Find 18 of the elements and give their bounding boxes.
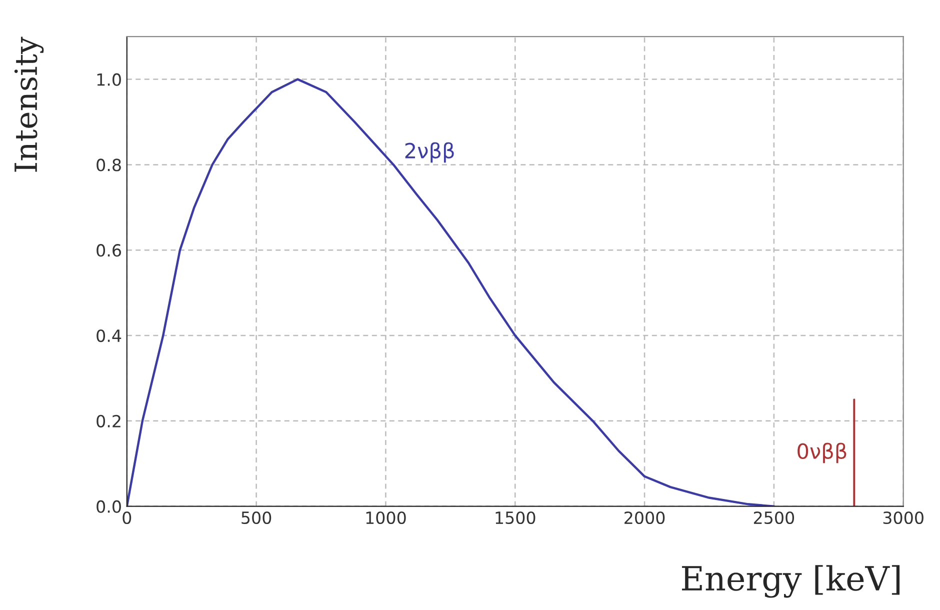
y-tick-label: 0.6 bbox=[96, 244, 121, 257]
y-tick-label: 0.2 bbox=[96, 414, 120, 428]
series-label: 0νββ bbox=[798, 442, 846, 464]
x-tick-label: 2000 bbox=[624, 511, 665, 524]
y-tick-label: 0.8 bbox=[96, 158, 121, 172]
line-series bbox=[126, 78, 776, 506]
x-tick-label: 2500 bbox=[754, 511, 794, 524]
y-axis-title: Intensity bbox=[14, 36, 44, 172]
x-tick-label: 500 bbox=[242, 511, 272, 524]
y-tick-label: 0.0 bbox=[96, 500, 121, 513]
x-axis-title: Energy [keV] bbox=[682, 565, 900, 598]
y-tick-label: 1.0 bbox=[97, 73, 121, 86]
x-tick-label: 1500 bbox=[496, 511, 536, 524]
x-tick-label: 0 bbox=[122, 511, 132, 524]
x-tick-label: 3000 bbox=[883, 511, 924, 524]
series-label: 2νββ bbox=[405, 142, 454, 163]
y-tick-label: 0.4 bbox=[96, 329, 122, 342]
x-tick-label: 1000 bbox=[366, 511, 406, 524]
